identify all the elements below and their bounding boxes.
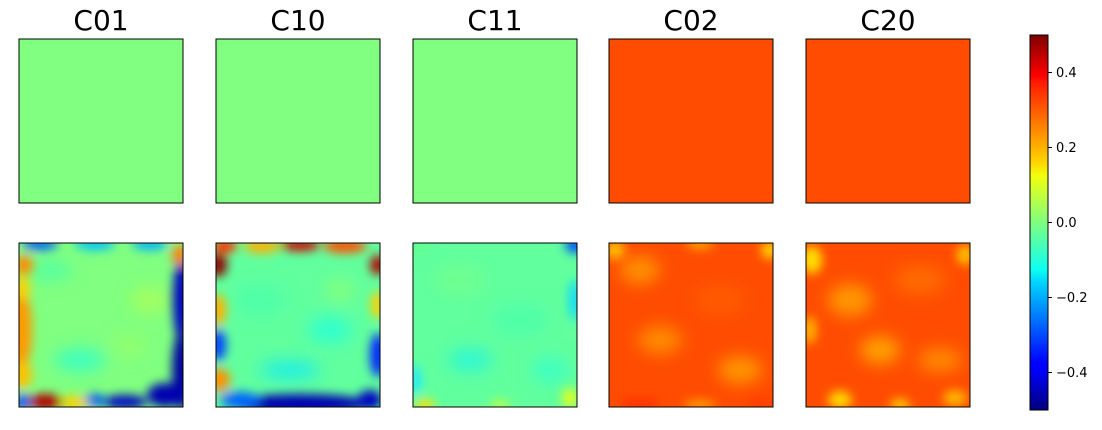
frame-bottom-c20 bbox=[805, 242, 971, 408]
frame-bottom-c02 bbox=[608, 242, 774, 408]
colorbar-tick-label: −0.4 bbox=[1056, 366, 1088, 381]
bottom-row-heatmaps bbox=[18, 242, 971, 408]
colorbar-tick-label: 0.2 bbox=[1056, 141, 1077, 156]
heatmap-bottom-c11 bbox=[413, 243, 577, 407]
heatmap-bottom-c01 bbox=[19, 243, 183, 407]
colorbar-tick-label: 0.4 bbox=[1056, 66, 1077, 81]
colorbar-tick-label: −0.2 bbox=[1056, 291, 1088, 306]
colorbar-gradient bbox=[1029, 34, 1049, 411]
panel-title-c02: C02 bbox=[663, 4, 718, 37]
heatmap-top-c10 bbox=[215, 38, 381, 204]
top-row-heatmaps bbox=[18, 38, 971, 204]
frame-bottom-c10 bbox=[215, 242, 381, 408]
heatmap-top-c20 bbox=[805, 38, 971, 204]
panel-titles: C01 C10 C11 C02 C20 bbox=[73, 4, 915, 37]
frame-bottom-c01 bbox=[18, 242, 184, 408]
colorbar-tick-label: 0.0 bbox=[1056, 216, 1077, 231]
heatmap-bottom-c10 bbox=[216, 243, 380, 407]
heatmap-top-c01 bbox=[18, 38, 184, 204]
heatmap-top-c11 bbox=[412, 38, 578, 204]
heatmap-top-c02 bbox=[608, 38, 774, 204]
heatmap-bottom-c02 bbox=[609, 243, 773, 407]
colorbar-ticks: 0.4 0.2 0.0 −0.2 −0.4 bbox=[1048, 66, 1088, 381]
heatmap-bottom-c20 bbox=[806, 243, 970, 407]
panel-title-c01: C01 bbox=[73, 4, 128, 37]
panel-title-c10: C10 bbox=[270, 4, 325, 37]
colorbar: 0.4 0.2 0.0 −0.2 −0.4 bbox=[1029, 34, 1088, 411]
panel-title-c20: C20 bbox=[860, 4, 915, 37]
panel-title-c11: C11 bbox=[467, 4, 522, 37]
frame-bottom-c11 bbox=[412, 242, 578, 408]
